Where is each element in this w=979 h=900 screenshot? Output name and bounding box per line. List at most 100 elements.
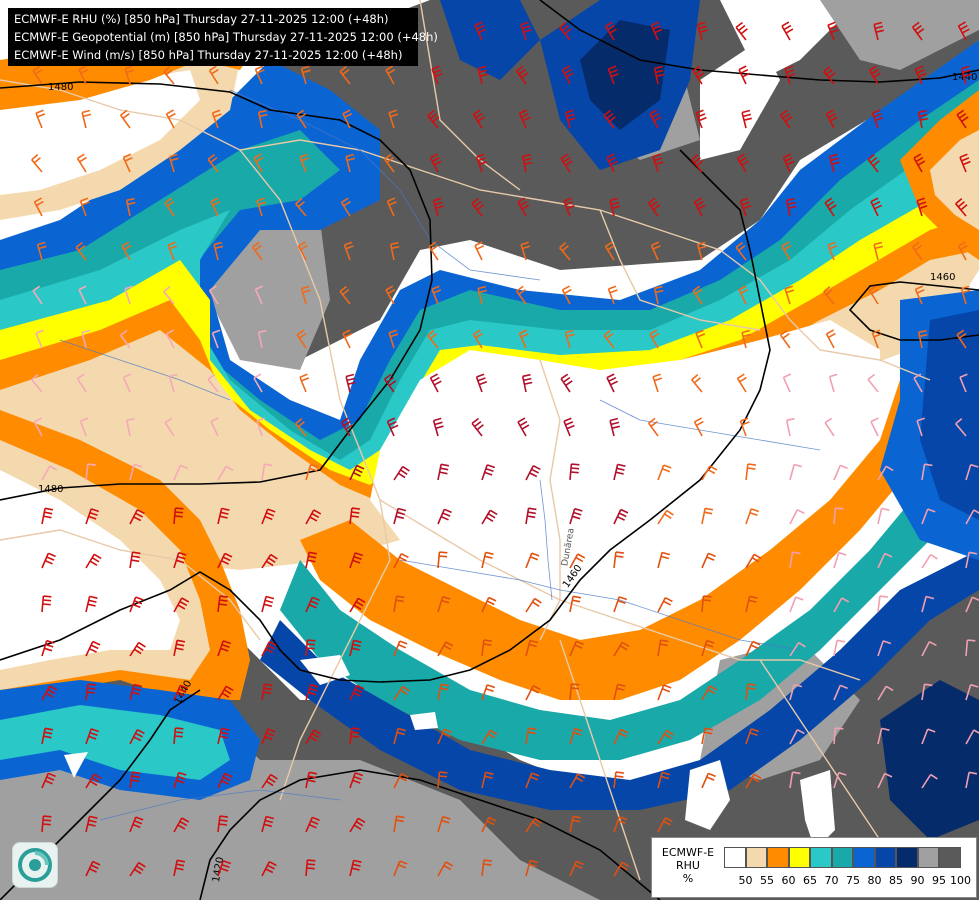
wind-barb <box>520 241 531 261</box>
wind-barb <box>828 373 838 393</box>
wind-barb <box>657 771 671 789</box>
wind-barb <box>389 241 400 261</box>
wind-barb <box>129 641 146 657</box>
wind-barb <box>393 465 410 481</box>
wind-barb <box>607 285 618 305</box>
contour-label: 1480 <box>38 484 63 495</box>
wind-barb <box>870 417 879 437</box>
wind-barb <box>481 509 498 525</box>
wind-barb <box>261 728 276 745</box>
wind-barb <box>921 773 938 789</box>
wind-barb <box>833 771 847 789</box>
wind-barb <box>471 417 484 437</box>
wind-barb <box>525 859 539 877</box>
wind-barb <box>427 329 439 349</box>
wind-barb <box>211 329 221 349</box>
wind-barb <box>437 683 450 701</box>
wind-barb <box>217 727 230 745</box>
wind-barb <box>868 65 881 85</box>
wind-barb <box>701 772 716 789</box>
wind-barb <box>481 639 492 657</box>
wind-barb <box>477 65 488 85</box>
wind-barb <box>652 153 664 173</box>
wind-barb <box>75 241 87 261</box>
wind-barb <box>119 109 131 129</box>
legend-name: ECMWF-E RHU % <box>661 846 715 885</box>
legend-tick-label: 100 <box>950 874 971 887</box>
wind-barb <box>349 772 364 789</box>
wind-barb <box>173 551 187 569</box>
wind-barb <box>606 373 619 393</box>
wind-barb <box>342 329 353 349</box>
wind-barb <box>911 241 923 261</box>
wind-barb <box>173 464 188 481</box>
wind-barb <box>393 727 407 745</box>
wind-barb <box>31 373 43 393</box>
wind-barb <box>921 683 933 701</box>
wind-barb <box>393 815 405 833</box>
wind-barb <box>32 65 43 85</box>
wind-barb <box>125 417 135 437</box>
wind-barb <box>827 21 839 41</box>
wind-barb <box>870 197 883 217</box>
wind-barb <box>393 685 410 701</box>
wind-barb <box>525 817 542 833</box>
wind-barb <box>960 65 972 85</box>
wind-barb <box>736 153 749 173</box>
wind-barb <box>559 241 571 261</box>
wind-barb <box>481 596 497 613</box>
wind-barb <box>525 639 539 657</box>
legend-tick-label: 50 <box>738 874 753 887</box>
wind-barb <box>569 553 586 569</box>
wind-barb <box>295 417 307 437</box>
legend-swatch <box>917 847 939 868</box>
wind-barb <box>517 417 530 437</box>
wind-barb <box>613 771 624 789</box>
wind-barb <box>261 508 276 525</box>
wind-barb <box>877 727 890 745</box>
wind-barb <box>261 773 278 789</box>
wind-barb <box>305 859 316 877</box>
wind-barb <box>474 21 487 41</box>
wind-barb <box>739 197 752 217</box>
wind-barb <box>824 417 835 437</box>
wind-barb <box>745 553 762 569</box>
wind-barb <box>173 727 184 745</box>
wind-barb <box>35 109 46 129</box>
wind-barb <box>340 197 351 217</box>
wind-barb <box>253 153 264 173</box>
wind-barb <box>739 417 750 437</box>
wind-barb <box>569 463 580 481</box>
wind-barb <box>525 727 537 745</box>
wind-barb <box>563 417 575 437</box>
wind-barb <box>525 772 540 789</box>
wind-barb <box>779 109 793 129</box>
wind-barb <box>647 417 659 437</box>
wind-barb <box>965 596 979 613</box>
wind-barb <box>385 65 396 85</box>
wind-barb <box>345 373 356 393</box>
wind-barb <box>305 639 316 657</box>
wind-barb <box>305 816 320 833</box>
wind-barb <box>124 285 133 305</box>
wind-barb <box>481 771 494 789</box>
wind-barb <box>657 684 672 701</box>
wind-barb <box>521 153 533 173</box>
wind-barb <box>81 109 92 129</box>
wind-barb <box>475 153 488 173</box>
rhu-field-bands <box>0 0 979 810</box>
wind-barb <box>305 551 318 569</box>
wind-barb <box>569 595 582 613</box>
wind-barb <box>789 463 803 481</box>
wind-barb <box>429 373 442 393</box>
wind-barb <box>877 685 894 701</box>
wind-barb <box>613 596 628 613</box>
wind-barb <box>569 860 584 877</box>
wind-barb <box>210 197 221 217</box>
wind-barb <box>437 728 452 745</box>
wind-barb <box>437 463 450 481</box>
wind-barb <box>481 684 496 701</box>
wind-barb <box>165 109 176 129</box>
wind-barb <box>41 727 54 745</box>
wind-barb <box>349 727 360 745</box>
